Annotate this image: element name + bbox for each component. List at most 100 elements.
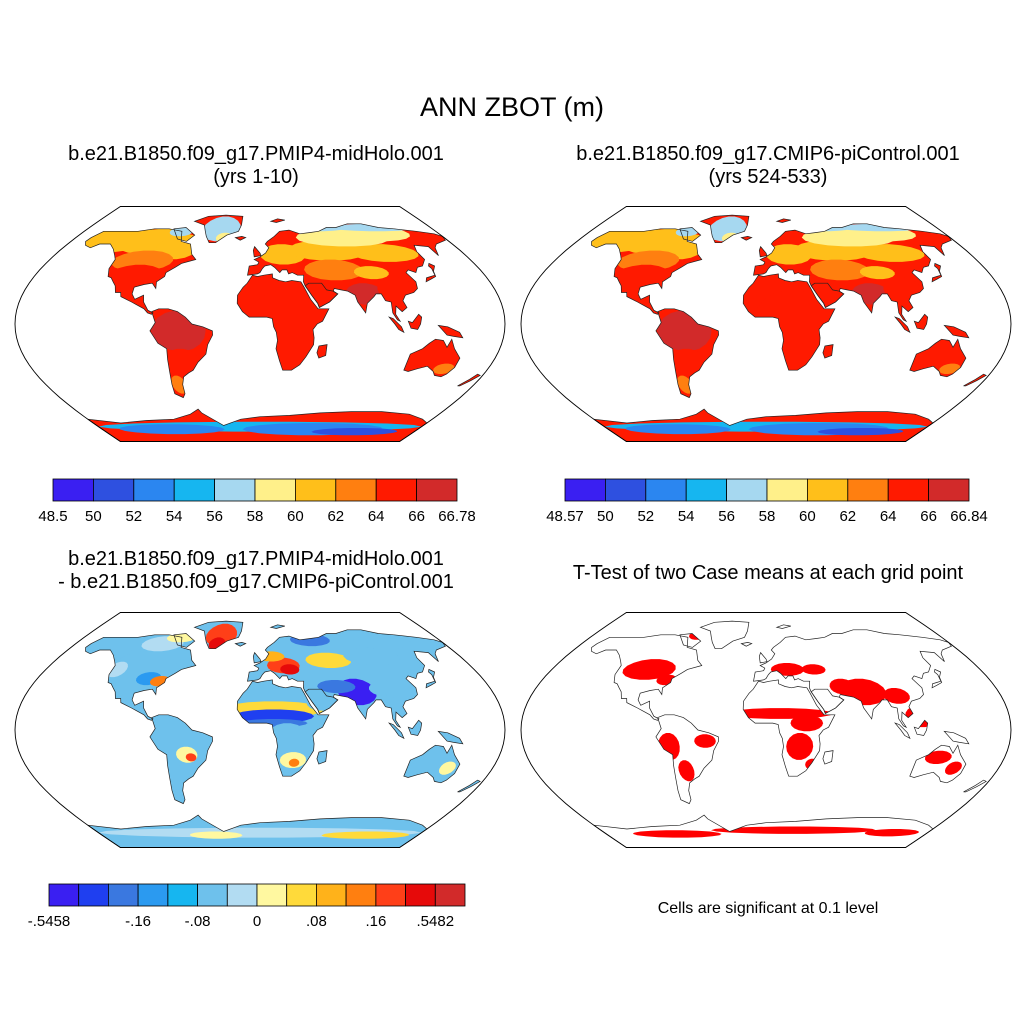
colorbar-tick-label: 48.5 xyxy=(38,508,67,525)
colorbar-tick-label: .16 xyxy=(365,913,386,930)
significant-cells xyxy=(864,829,919,837)
colorbar-tick-label: 54 xyxy=(166,508,183,525)
coastline-antarctica xyxy=(593,814,934,848)
map-outline xyxy=(520,612,1012,848)
colorbar-swatch xyxy=(52,478,94,502)
significant-cells xyxy=(786,733,814,760)
coastline-arabia xyxy=(810,688,845,714)
colorbar-tick-label: 58 xyxy=(247,508,264,525)
coastline-newGuinea xyxy=(437,324,464,339)
colorbar-swatch xyxy=(294,478,337,502)
map-outline xyxy=(14,612,506,848)
coastline-svalbard xyxy=(775,218,791,223)
coastline-baffin xyxy=(679,633,702,648)
coastline-greatBritain xyxy=(758,651,768,664)
colorbar-swatch xyxy=(48,883,80,907)
coastline-japan xyxy=(931,668,943,689)
significant-cells xyxy=(945,761,962,775)
coastline-sumatra xyxy=(894,722,911,740)
difference-region xyxy=(106,661,128,678)
difference-region xyxy=(343,647,400,666)
difference-region xyxy=(233,709,315,723)
colorbar-swatch xyxy=(167,883,198,907)
colorbar-tick-label: 60 xyxy=(799,508,816,525)
coastline-greatBritain xyxy=(252,245,262,258)
colorbar-swatch xyxy=(685,478,727,502)
colorbar-tick-label: 52 xyxy=(125,508,142,525)
coastline-borneo xyxy=(407,313,423,330)
coastline-newZealand xyxy=(457,373,481,387)
value-region xyxy=(119,424,225,435)
coastline-eurasia xyxy=(247,223,446,323)
difference-region xyxy=(305,652,351,668)
colorbar-tick-label: 60 xyxy=(287,508,304,525)
colorbar-swatch xyxy=(137,883,169,907)
map-outline xyxy=(14,206,506,442)
value-region xyxy=(433,363,455,374)
colorbar-swatch xyxy=(847,478,889,502)
colorbar-swatch xyxy=(434,883,466,907)
colorbar-swatch xyxy=(405,883,436,907)
coastline-newGuinea xyxy=(437,730,464,745)
map-panel-picontrol xyxy=(520,206,1012,442)
coastline-svalbard xyxy=(775,624,791,629)
colorbar-swatch xyxy=(254,478,296,502)
colorbar-tick-label: 66 xyxy=(408,508,425,525)
colorbar-swatch xyxy=(416,478,458,502)
colorbar-swatch xyxy=(928,478,970,502)
coastline-newZealand xyxy=(963,373,987,387)
coastline-sumatra xyxy=(388,316,405,334)
coastline-africa xyxy=(742,273,836,371)
colorbar-tick-label: 50 xyxy=(597,508,614,525)
colorbar-swatch xyxy=(375,883,406,907)
coastline-baffin xyxy=(173,227,196,242)
colorbar-swatch xyxy=(173,478,215,502)
panel-4-title-line1: T-Test of two Case means at each grid po… xyxy=(572,562,964,584)
coastline-greenland xyxy=(699,620,750,650)
coastline-greatBritain xyxy=(758,245,768,258)
colorbar-tick-label: 66.78 xyxy=(438,508,476,525)
colorbar-tick-label: .5482 xyxy=(417,913,455,930)
coastline-southAmerica xyxy=(655,714,719,805)
coastline-eurasia xyxy=(753,223,952,323)
value-region xyxy=(354,266,389,280)
colorbar-swatch xyxy=(226,883,258,907)
colorbar-tick-label: 50 xyxy=(85,508,102,525)
value-region xyxy=(856,244,925,262)
colorbar-swatch xyxy=(605,478,647,502)
colorbar-swatch xyxy=(335,478,377,502)
coastline-greenland xyxy=(193,214,244,244)
coastline-newGuinea xyxy=(943,730,970,745)
coastline-baffin xyxy=(679,227,702,242)
coastline-africa xyxy=(236,679,330,777)
coastline-sumatra xyxy=(388,722,405,740)
colorbar-swatch xyxy=(133,478,175,502)
panel-2-title: b.e21.B1850.f09_g17.CMIP6-piControl.001 … xyxy=(512,143,1024,189)
colorbar-tick-label: -.5458 xyxy=(28,913,71,930)
coastline-arabia xyxy=(304,282,339,308)
significant-cells xyxy=(678,760,695,782)
significant-cells xyxy=(801,664,826,675)
difference-region xyxy=(381,678,421,700)
significant-cells xyxy=(883,688,910,704)
colorbar-tick-label: 62 xyxy=(327,508,344,525)
colorbar-swatch xyxy=(375,478,418,502)
difference-region xyxy=(280,664,300,675)
coastline-borneo xyxy=(913,313,929,330)
colorbar-tick-label: 64 xyxy=(368,508,385,525)
coastline-africa xyxy=(742,679,836,777)
coastline-eurasia xyxy=(247,629,446,729)
colorbar-swatch xyxy=(286,883,317,907)
coastline-greatBritain xyxy=(252,651,262,664)
map-outline xyxy=(520,206,1012,442)
coastline-borneo xyxy=(913,719,929,736)
coastline-antarctica xyxy=(87,814,428,848)
coastline-northAmerica xyxy=(85,634,197,721)
difference-region xyxy=(351,636,413,649)
significant-cells xyxy=(622,659,676,680)
coastline-arabia xyxy=(304,688,339,714)
colorbar-tick-label: 58 xyxy=(759,508,776,525)
value-region xyxy=(107,264,163,286)
colorbar-midholo: 48.5 50 52 54 56 58 60 62 64 66 66.78 xyxy=(38,478,476,525)
coastline-iceland xyxy=(234,236,247,241)
